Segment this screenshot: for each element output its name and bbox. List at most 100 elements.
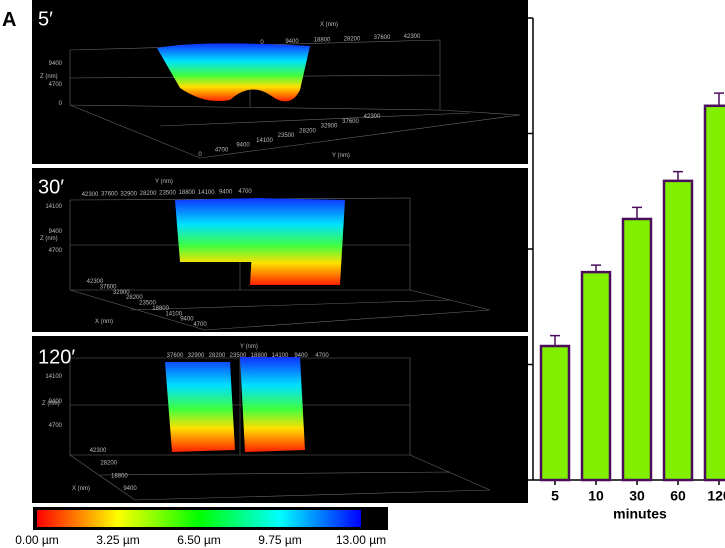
z-axis-label: Z (nm) — [40, 74, 58, 80]
axis-tick-label: 14100 — [165, 311, 182, 317]
axis-tick-label: 37600 — [101, 192, 118, 198]
axis-tick-label: 4700 — [193, 322, 207, 328]
colorbar-label: 3.25 µm — [96, 533, 140, 547]
z-tick-label: 9400 — [49, 229, 63, 235]
axis-tick-label: 14100 — [272, 353, 289, 359]
bar — [580, 270, 612, 482]
axis-tick-label: 9400 — [285, 39, 299, 45]
colorbar-label: 6.50 µm — [177, 533, 221, 547]
axis-tick-label: 28200 — [140, 191, 157, 197]
axis-tick-label: 42300 — [90, 448, 107, 454]
axis-label: Y (nm) — [240, 344, 258, 350]
x-axis-label: minutes — [613, 506, 667, 522]
specimen — [157, 43, 310, 102]
axis-tick-label: 32900 — [321, 124, 338, 130]
axis-tick-label: 28200 — [344, 36, 361, 42]
axis-tick-label: 28200 — [126, 295, 143, 301]
y-tick-label: 0 — [515, 471, 523, 487]
axis-label: Y (nm) — [332, 153, 350, 159]
z-tick-label: 4700 — [49, 423, 63, 429]
axis-label: Y (nm) — [155, 179, 173, 185]
bar — [539, 344, 571, 482]
axis-tick-label: 23500 — [159, 191, 176, 197]
error-bar — [550, 334, 560, 347]
axis-tick-label: 0 — [260, 40, 264, 46]
error-bar — [714, 92, 724, 106]
axis-tick-label: 4700 — [215, 147, 229, 153]
time-label: 120′ — [38, 346, 75, 368]
axis-tick-label: 37600 — [167, 353, 184, 359]
time-label: 5′ — [38, 8, 53, 30]
axis-tick-label: 32900 — [120, 191, 137, 197]
axis-tick-label: 9400 — [236, 143, 250, 149]
grid — [69, 357, 491, 501]
axis-tick-label: 9400 — [294, 353, 308, 359]
z-tick-label: 0 — [59, 101, 63, 107]
axis-tick-label: 18800 — [152, 306, 169, 312]
bar — [662, 179, 694, 482]
x-tick-label: 10 — [588, 488, 604, 504]
colorbar-label: 9.75 µm — [258, 533, 302, 547]
axis-tick-label: 23500 — [139, 301, 156, 307]
y-tick-label: 40 — [507, 9, 523, 25]
axis-tick-label: 18800 — [111, 473, 128, 479]
axis-label: X (nm) — [72, 486, 90, 492]
axis-tick-label: 9400 — [219, 189, 233, 195]
panel-a-images — [32, 0, 528, 530]
axis-tick-label: 28200 — [209, 353, 226, 359]
axis-tick-label: 42300 — [364, 114, 381, 120]
axis-tick-label: 42300 — [82, 192, 99, 198]
x-tick-label: 60 — [670, 488, 686, 504]
axis-tick-label: 42300 — [404, 34, 421, 40]
y-tick-label: 20 — [507, 240, 523, 256]
specimen — [175, 198, 345, 285]
axis-tick-label: 37600 — [374, 35, 391, 41]
axis-label: X (nm) — [95, 319, 113, 325]
axis-tick-label: 42300 — [87, 279, 104, 285]
colorbar-label: 13.00 µm — [336, 533, 386, 547]
error-bar — [673, 170, 683, 181]
y-axis-label: recruited receptor (%) — [481, 177, 497, 322]
axis-tick-label: 4700 — [315, 353, 329, 359]
y-tick-label: 10 — [507, 355, 523, 371]
z-tick-label: 9400 — [49, 399, 63, 405]
axis-tick-label: 28200 — [100, 461, 117, 467]
y-tick-label: 30 — [507, 124, 523, 140]
z-axis-label: Z (nm) — [40, 236, 58, 242]
z-tick-label: 14100 — [45, 204, 62, 210]
x-tick-label: 30 — [629, 488, 645, 504]
axis-tick-label: 14100 — [198, 190, 215, 196]
z-tick-label: 4700 — [49, 82, 63, 88]
z-tick-label: 4700 — [49, 248, 63, 254]
colorbar-label: 0.00 µm — [15, 533, 59, 547]
time-label: 30′ — [38, 176, 64, 198]
z-axis-label: Z (nm) — [42, 401, 60, 407]
axis-tick-label: 9400 — [123, 486, 137, 492]
axis-tick-label: 32900 — [113, 290, 130, 296]
axis-tick-label: 23500 — [230, 353, 247, 359]
x-tick-label: 5 — [551, 488, 559, 504]
colorbar — [37, 510, 361, 527]
axis-tick-label: 32900 — [188, 353, 205, 359]
z-tick-label: 14100 — [45, 374, 62, 380]
axis-tick-label: 18800 — [251, 353, 268, 359]
axis-tick-label: 28200 — [299, 128, 316, 134]
axis-tick-label: 9400 — [180, 317, 194, 323]
x-tick-label: 120 — [707, 488, 725, 504]
axis-tick-label: 37600 — [342, 119, 359, 125]
axis-tick-label: 23500 — [278, 133, 295, 139]
error-bar — [632, 206, 642, 219]
bar — [703, 104, 725, 482]
axis-label: X (nm) — [320, 22, 338, 28]
axis-tick-label: 0 — [198, 152, 202, 158]
error-bar — [591, 264, 601, 273]
z-tick-label: 9400 — [49, 61, 63, 67]
panel-letter: A — [2, 9, 16, 31]
specimen — [165, 357, 305, 452]
axis-tick-label: 18800 — [314, 38, 331, 44]
axis-tick-label: 14100 — [256, 138, 273, 144]
bar — [621, 217, 653, 482]
axis-tick-label: 37600 — [100, 284, 117, 290]
axis-tick-label: 18800 — [179, 190, 196, 196]
